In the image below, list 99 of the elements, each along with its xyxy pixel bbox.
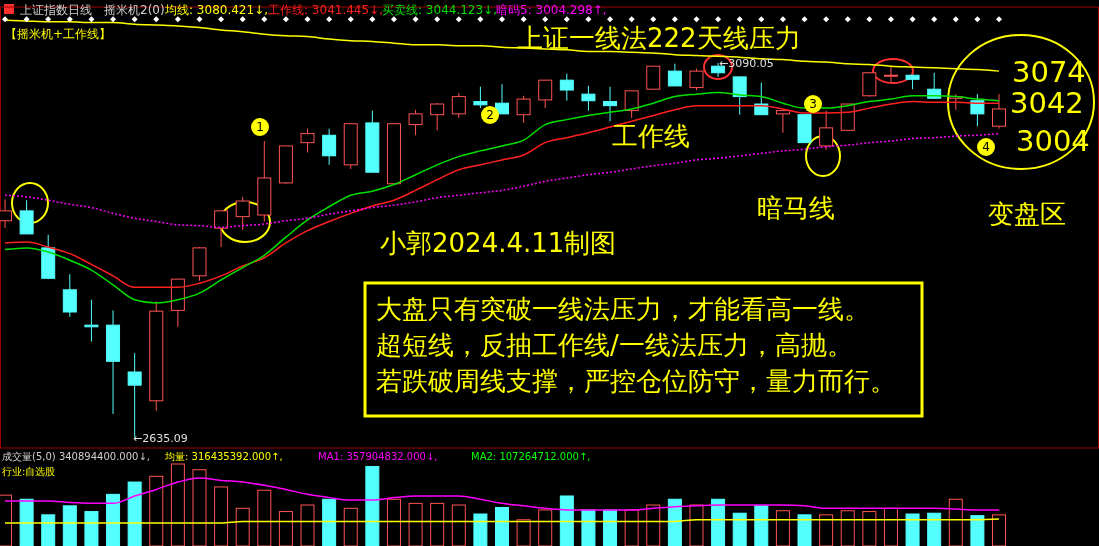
candlestick xyxy=(667,63,682,87)
annotation: ←2635.09 xyxy=(133,432,188,445)
candlestick xyxy=(408,109,423,136)
candlestick xyxy=(624,90,639,119)
chart-subtitle: 行业:自选股 xyxy=(2,466,56,477)
text: 3042 xyxy=(1010,86,1084,120)
bar xyxy=(624,509,639,546)
bar xyxy=(365,465,380,546)
bar xyxy=(581,509,596,546)
bar xyxy=(278,511,293,546)
bar xyxy=(41,514,56,546)
text: 3074 xyxy=(1012,55,1086,89)
bar xyxy=(430,502,445,546)
annotation: 超短线，反抽工作线/一线法压力，高抛。 xyxy=(376,330,853,360)
candlestick xyxy=(775,110,790,134)
annotation: 大盘只有突破一线法压力，才能看高一线。 xyxy=(376,294,870,324)
annotation: 2 xyxy=(486,108,494,122)
candlestick xyxy=(559,73,574,102)
annotation: 1 xyxy=(256,120,264,134)
chart-title: 上证指数日线 xyxy=(20,3,92,17)
bar xyxy=(970,515,985,546)
bar xyxy=(797,514,812,546)
annotation: 4 xyxy=(982,140,990,154)
bar xyxy=(386,498,401,546)
candlestick xyxy=(451,92,466,119)
candlestick xyxy=(883,65,898,84)
candlestick xyxy=(754,82,769,116)
bar xyxy=(62,505,77,546)
bar xyxy=(927,512,942,546)
bar xyxy=(819,514,834,546)
candlestick xyxy=(235,196,250,231)
annotation: 小郭2024.4.11制图 xyxy=(380,228,617,258)
bar xyxy=(992,514,1006,546)
bar xyxy=(516,519,531,546)
candlestick xyxy=(603,86,618,122)
bar xyxy=(192,469,207,546)
candlestick xyxy=(300,128,315,154)
candlestick xyxy=(862,72,877,98)
chart-title: 成交量(5,0) 340894400.000↓, xyxy=(2,451,150,462)
candlestick xyxy=(430,102,445,131)
bar xyxy=(603,509,618,546)
bar xyxy=(343,507,358,546)
bar xyxy=(538,509,553,546)
bar xyxy=(408,502,423,546)
chart-subtitle: 摇米机2(0) xyxy=(104,3,165,17)
annotation: 上证一线法222天线压力 xyxy=(517,23,801,53)
bar xyxy=(19,498,34,546)
text: 均量: 316435392.000↑, xyxy=(164,451,283,462)
text: MA1: 357904832.000↓, xyxy=(318,451,438,462)
candlestick xyxy=(19,199,34,235)
candlestick xyxy=(689,68,704,91)
bar xyxy=(840,510,855,546)
bar xyxy=(106,493,121,546)
text: 工作线: 3041.445↓, xyxy=(268,3,383,17)
bar xyxy=(667,498,682,546)
bar xyxy=(214,486,229,546)
bar xyxy=(775,510,790,546)
candlestick xyxy=(62,273,77,318)
bar xyxy=(689,504,704,546)
series-label: 均线: 3080.421↓, xyxy=(164,3,268,17)
bar xyxy=(559,495,574,546)
text: MA2: 107264712.000↑, xyxy=(471,451,591,462)
bar xyxy=(711,498,726,546)
bar xyxy=(84,511,99,546)
text: 买卖线: 3044.123↓, xyxy=(382,3,497,17)
candlestick xyxy=(538,79,553,109)
bar xyxy=(149,475,164,546)
candlestick xyxy=(992,93,1006,130)
bar xyxy=(473,513,488,546)
bar xyxy=(127,481,142,546)
candlestick xyxy=(732,76,747,116)
annotation: 暗马线 xyxy=(757,193,835,223)
bar xyxy=(495,506,509,546)
bar xyxy=(905,513,920,546)
candlestick xyxy=(322,128,337,166)
annotation: 若跌破周线支撑，严控仓位防守，量力而行。 xyxy=(376,366,896,396)
bar xyxy=(883,507,898,546)
candlestick xyxy=(819,110,834,151)
annotation: 【摇米机+工作线】 xyxy=(5,27,112,41)
bar xyxy=(257,489,272,546)
bar xyxy=(646,504,661,546)
bar xyxy=(235,507,250,546)
candlestick xyxy=(214,210,229,248)
annotation: 工作线 xyxy=(612,121,690,151)
bar xyxy=(948,498,963,546)
bar xyxy=(754,505,769,546)
bar xyxy=(451,504,466,546)
candlestick xyxy=(495,83,509,115)
candlestick xyxy=(516,95,531,124)
bar xyxy=(732,512,747,546)
bar xyxy=(322,498,337,546)
annotation: 变盘区 xyxy=(988,199,1066,229)
bar xyxy=(170,463,185,546)
candlestick xyxy=(473,86,488,109)
candlestick xyxy=(581,85,596,112)
bar xyxy=(300,504,315,546)
text: 暗码5: 3004.298↑, xyxy=(496,3,607,17)
bar xyxy=(862,511,877,546)
annotation: 3 xyxy=(809,97,817,111)
